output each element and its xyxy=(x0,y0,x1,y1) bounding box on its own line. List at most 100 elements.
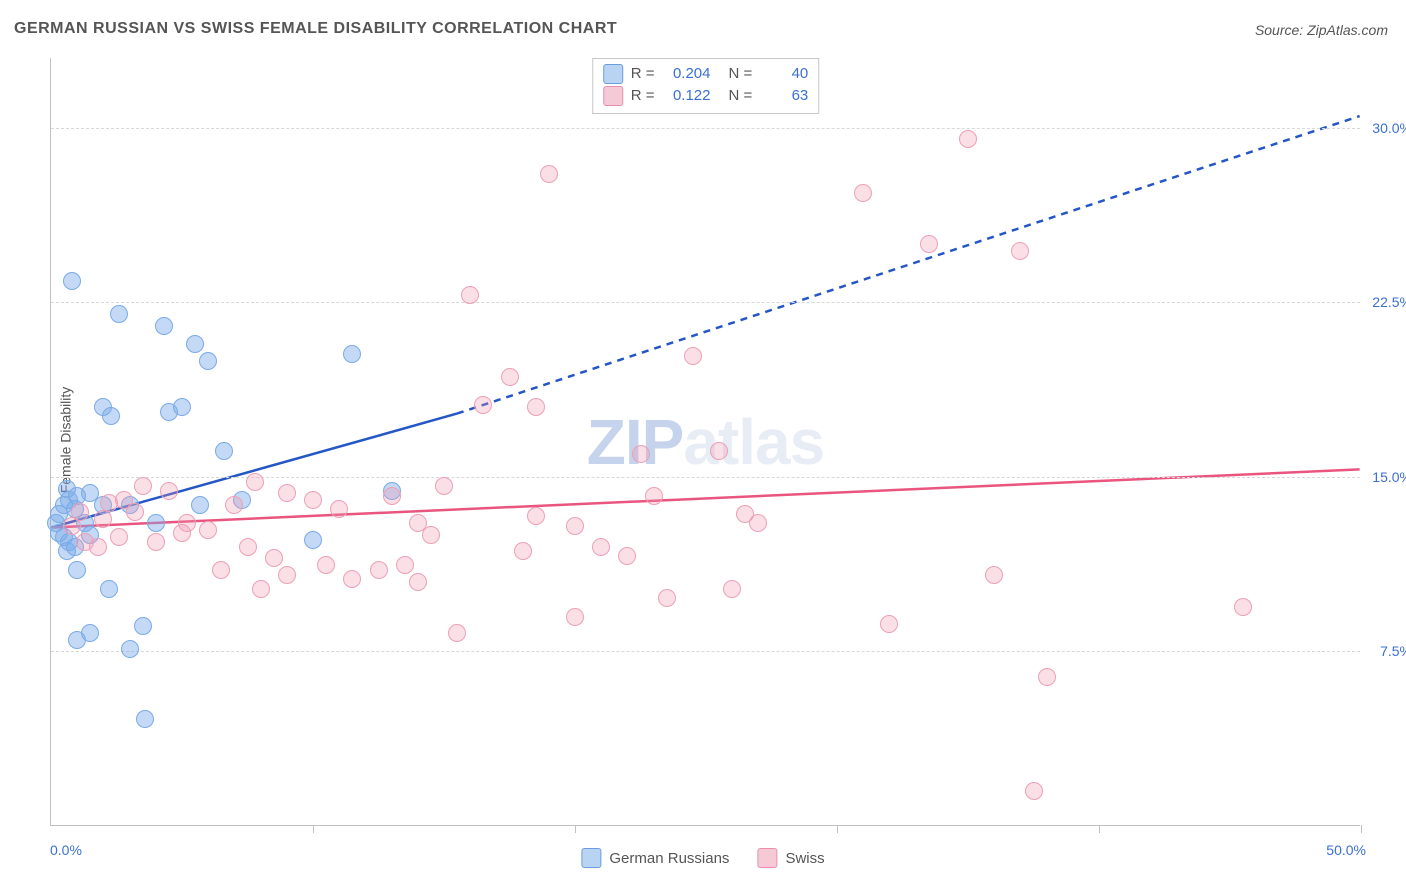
scatter-point-series-1 xyxy=(252,580,270,598)
gridline xyxy=(51,651,1360,652)
scatter-point-series-1 xyxy=(1025,782,1043,800)
scatter-point-series-1 xyxy=(461,286,479,304)
scatter-point-series-1 xyxy=(370,561,388,579)
scatter-point-series-1 xyxy=(317,556,335,574)
x-tick xyxy=(837,825,838,833)
scatter-point-series-1 xyxy=(501,368,519,386)
y-tick-label: 15.0% xyxy=(1372,469,1406,485)
trend-line xyxy=(457,116,1360,414)
scatter-point-series-0 xyxy=(199,352,217,370)
stats-swatch-1 xyxy=(603,86,623,106)
scatter-point-series-1 xyxy=(880,615,898,633)
watermark-part-a: ZIP xyxy=(587,406,684,478)
watermark: ZIPatlas xyxy=(587,405,824,479)
scatter-point-series-1 xyxy=(723,580,741,598)
scatter-point-series-0 xyxy=(304,531,322,549)
scatter-point-series-1 xyxy=(959,130,977,148)
scatter-point-series-1 xyxy=(160,482,178,500)
scatter-point-series-1 xyxy=(592,538,610,556)
scatter-point-series-1 xyxy=(448,624,466,642)
scatter-point-series-1 xyxy=(147,533,165,551)
bottom-legend: German Russians Swiss xyxy=(581,848,824,868)
scatter-point-series-0 xyxy=(134,617,152,635)
x-tick xyxy=(575,825,576,833)
scatter-point-series-1 xyxy=(134,477,152,495)
scatter-point-series-1 xyxy=(474,396,492,414)
scatter-point-series-1 xyxy=(684,347,702,365)
gridline xyxy=(51,302,1360,303)
scatter-point-series-1 xyxy=(618,547,636,565)
scatter-point-series-1 xyxy=(330,500,348,518)
scatter-point-series-0 xyxy=(136,710,154,728)
source-label: Source: ZipAtlas.com xyxy=(1255,22,1388,38)
chart-title: GERMAN RUSSIAN VS SWISS FEMALE DISABILIT… xyxy=(14,20,617,38)
scatter-point-series-1 xyxy=(265,549,283,567)
scatter-point-series-1 xyxy=(278,484,296,502)
scatter-point-series-1 xyxy=(199,521,217,539)
scatter-point-series-1 xyxy=(658,589,676,607)
y-tick-label: 7.5% xyxy=(1380,643,1406,659)
stats-box: R = 0.204 N = 40 R = 0.122 N = 63 xyxy=(592,58,820,114)
scatter-point-series-0 xyxy=(68,561,86,579)
scatter-point-series-0 xyxy=(147,514,165,532)
scatter-point-series-0 xyxy=(121,640,139,658)
stats-r-label-1: R = xyxy=(631,85,655,107)
scatter-point-series-1 xyxy=(527,507,545,525)
scatter-point-series-0 xyxy=(102,407,120,425)
y-tick-label: 30.0% xyxy=(1372,120,1406,136)
scatter-point-series-1 xyxy=(396,556,414,574)
scatter-point-series-1 xyxy=(566,608,584,626)
stats-n-label-0: N = xyxy=(729,63,753,85)
scatter-point-series-1 xyxy=(1038,668,1056,686)
scatter-point-series-1 xyxy=(278,566,296,584)
x-tick xyxy=(1361,825,1362,833)
scatter-point-series-1 xyxy=(527,398,545,416)
scatter-point-series-1 xyxy=(1011,242,1029,260)
x-axis-max-label: 50.0% xyxy=(1326,842,1366,858)
scatter-point-series-1 xyxy=(854,184,872,202)
scatter-point-series-1 xyxy=(126,503,144,521)
x-axis-min-label: 0.0% xyxy=(50,842,82,858)
scatter-point-series-0 xyxy=(186,335,204,353)
scatter-point-series-1 xyxy=(409,573,427,591)
scatter-point-series-0 xyxy=(100,580,118,598)
stats-r-value-0: 0.204 xyxy=(663,63,711,85)
scatter-point-series-1 xyxy=(645,487,663,505)
stats-r-value-1: 0.122 xyxy=(663,85,711,107)
x-tick xyxy=(313,825,314,833)
scatter-point-series-1 xyxy=(225,496,243,514)
gridline xyxy=(51,128,1360,129)
stats-row-series-1: R = 0.122 N = 63 xyxy=(603,85,809,107)
stats-row-series-0: R = 0.204 N = 40 xyxy=(603,63,809,85)
legend-swatch-1 xyxy=(757,848,777,868)
scatter-point-series-1 xyxy=(89,538,107,556)
legend-label-0: German Russians xyxy=(609,850,729,867)
scatter-point-series-1 xyxy=(435,477,453,495)
stats-n-value-1: 63 xyxy=(760,85,808,107)
legend-item-0: German Russians xyxy=(581,848,729,868)
scatter-point-series-1 xyxy=(304,491,322,509)
scatter-point-series-1 xyxy=(178,514,196,532)
scatter-point-series-1 xyxy=(920,235,938,253)
legend-swatch-0 xyxy=(581,848,601,868)
watermark-part-b: atlas xyxy=(683,406,824,478)
scatter-point-series-0 xyxy=(215,442,233,460)
scatter-point-series-0 xyxy=(110,305,128,323)
scatter-point-series-1 xyxy=(94,510,112,528)
scatter-point-series-1 xyxy=(110,528,128,546)
scatter-point-series-1 xyxy=(566,517,584,535)
scatter-point-series-1 xyxy=(239,538,257,556)
scatter-point-series-1 xyxy=(514,542,532,560)
scatter-point-series-0 xyxy=(81,624,99,642)
scatter-point-series-1 xyxy=(71,503,89,521)
stats-n-label-1: N = xyxy=(729,85,753,107)
scatter-point-series-0 xyxy=(155,317,173,335)
scatter-point-series-0 xyxy=(191,496,209,514)
x-tick xyxy=(1099,825,1100,833)
scatter-point-series-1 xyxy=(343,570,361,588)
scatter-point-series-1 xyxy=(710,442,728,460)
scatter-point-series-1 xyxy=(422,526,440,544)
scatter-point-series-1 xyxy=(246,473,264,491)
scatter-point-series-1 xyxy=(985,566,1003,584)
stats-swatch-0 xyxy=(603,64,623,84)
